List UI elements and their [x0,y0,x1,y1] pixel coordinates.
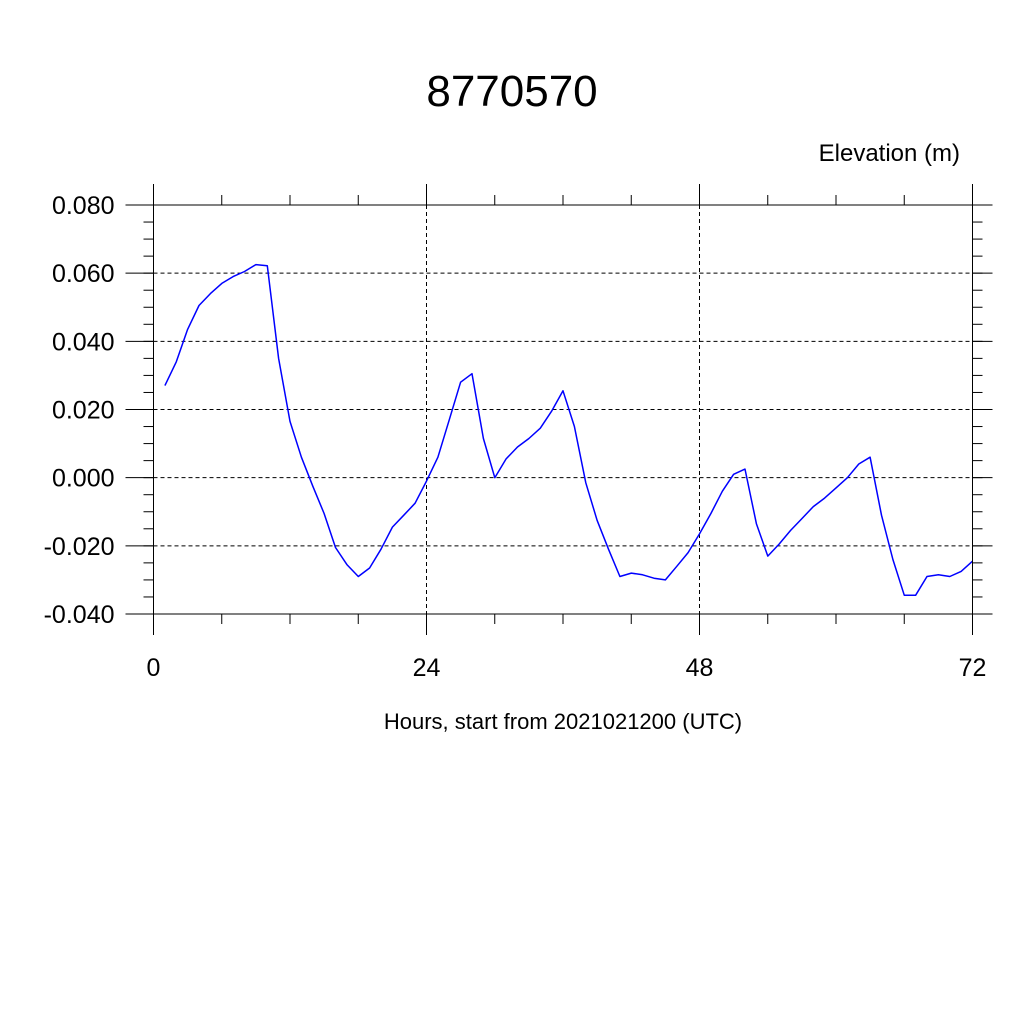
plot-frame [153,204,973,615]
y-tick-label: -0.020 [44,533,115,561]
x-tick-label: 24 [413,654,441,682]
axis-ticks [125,184,993,635]
grid-lines [153,205,973,614]
series-layer [164,263,974,597]
x-tick-label: 0 [147,654,161,682]
y-tick-label: 0.000 [52,465,115,493]
y-tick-label: 0.080 [52,192,115,220]
y-axis-label: Elevation (m) [818,140,960,167]
chart-title: 8770570 [426,67,598,116]
x-tick-label: 72 [959,654,987,682]
y-tick-label: 0.040 [52,328,115,356]
y-tick-label: 0.060 [52,260,115,288]
tick-labels: -0.040 -0.020 0.000 0.020 0.040 0.060 0.080 0 24… [44,192,987,682]
y-tick-label: 0.020 [52,397,115,425]
y-tick-label: -0.040 [44,601,115,629]
elevation-series-line [164,263,974,597]
x-axis-label: Hours, start from 2021021200 (UTC) [383,709,743,734]
x-tick-label: 48 [686,654,714,682]
